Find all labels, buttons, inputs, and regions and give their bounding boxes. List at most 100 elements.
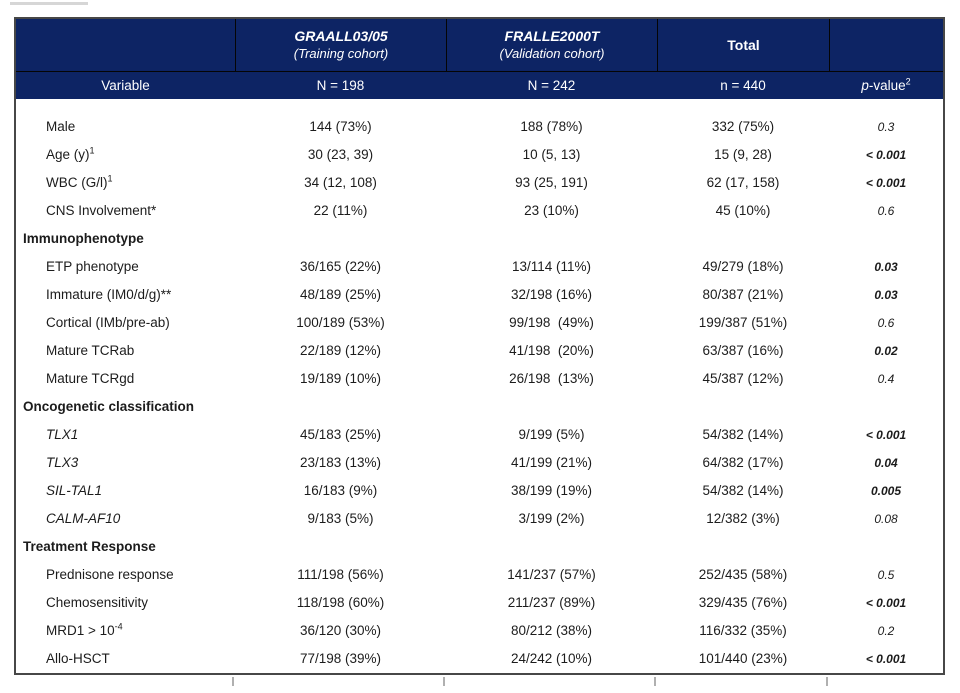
header-empty-cell-right	[829, 19, 943, 71]
p-value: 0.6	[877, 204, 895, 218]
variable-label: SIL-TAL1	[46, 483, 103, 498]
total-value: 45/387 (12%)	[702, 371, 784, 386]
training-value: 9/183 (5%)	[307, 511, 374, 526]
variable-column-label: Variable	[101, 78, 150, 93]
total-value: 12/382 (3%)	[706, 511, 780, 526]
header-n-row: Variable N = 198 N = 242 n = 440 p-value…	[16, 72, 943, 99]
validation-value: 41/199 (21%)	[510, 455, 593, 470]
variable-label: Mature TCRgd	[46, 371, 135, 386]
variable-label: Prednisone response	[46, 567, 174, 582]
p-value: < 0.001	[865, 148, 907, 162]
variable-label: TLX3	[46, 455, 79, 470]
variable-label: CNS Involvement*	[46, 203, 157, 218]
validation-n: N = 242	[527, 78, 576, 93]
total-value: 329/435 (76%)	[698, 595, 788, 610]
empty-cell	[657, 393, 829, 421]
pvalue-rest: -value	[868, 78, 906, 93]
table-row: Mature TCRgd 19/189 (10%) 26/198 (13%) 45/3…	[16, 365, 943, 393]
training-n: N = 198	[316, 78, 365, 93]
variable-label: ETP phenotype	[46, 259, 139, 274]
table-row: TLX1 45/183 (25%) 9/199 (5%) 54/382 (14%) < …	[16, 421, 943, 449]
total-value: 54/382 (14%)	[702, 427, 784, 442]
p-value: < 0.001	[865, 652, 907, 666]
training-value: 100/189 (53%)	[296, 315, 385, 330]
column-boundary-tick	[826, 677, 828, 686]
table-row: Prednisone response 111/198 (56%) 141/237 …	[16, 561, 943, 589]
p-value: 0.08	[874, 512, 898, 526]
validation-value: 80/212 (38%)	[510, 623, 593, 638]
validation-value: 26/198 (13%)	[509, 371, 594, 386]
pvalue-column-label: p-value2	[829, 76, 943, 93]
p-value: 0.4	[877, 372, 895, 386]
validation-value: 13/114 (11%)	[511, 259, 592, 274]
empty-cell	[657, 533, 829, 561]
total-value: 252/435 (58%)	[698, 567, 788, 582]
validation-value: 99/198 (49%)	[509, 315, 594, 330]
p-value: 0.5	[877, 568, 895, 582]
table-row: Age (y)1 30 (23, 39) 10 (5, 13) 15 (9, 28) <…	[16, 141, 943, 169]
variable-label: CALM-AF10	[46, 511, 121, 526]
validation-value: 211/237 (89%)	[507, 595, 596, 610]
total-value: 332 (75%)	[711, 119, 775, 134]
page-edge-artifact	[10, 2, 88, 5]
table-row: CALM-AF10 9/183 (5%) 3/199 (2%) 12/382 (3%)…	[16, 505, 943, 533]
variable-label: WBC (G/l)1	[46, 173, 113, 190]
label-superscript: 1	[89, 145, 95, 156]
total-value: 49/279 (18%)	[702, 259, 784, 274]
table-row: CNS Involvement* 22 (11%) 23 (10%) 45 (10%)…	[16, 197, 943, 225]
table-row: Cortical (IMb/pre-ab) 100/189 (53%) 99/198…	[16, 309, 943, 337]
validation-value: 10 (5, 13)	[522, 147, 581, 162]
header-validation-cohort: FRALLE2000T (Validation cohort)	[446, 19, 657, 71]
total-n: n = 440	[720, 78, 766, 93]
p-value: 0.6	[877, 316, 895, 330]
variable-label: Age (y)1	[46, 145, 95, 162]
section-header-row: Oncogenetic classification	[16, 393, 943, 421]
training-value: 118/198 (60%)	[296, 595, 385, 610]
empty-cell	[829, 225, 943, 253]
table-body: Male 144 (73%) 188 (78%) 332 (75%) 0.3 Age (y…	[16, 99, 943, 673]
label-superscript: -4	[114, 621, 123, 632]
table-row: ETP phenotype 36/165 (22%) 13/114 (11%) 49/…	[16, 253, 943, 281]
header-total: Total	[657, 19, 829, 71]
section-header-row: Treatment Response	[16, 533, 943, 561]
variable-label: Chemosensitivity	[46, 595, 149, 610]
empty-cell	[235, 393, 446, 421]
training-value: 36/165 (22%)	[299, 259, 382, 274]
total-value: 15 (9, 28)	[714, 147, 772, 162]
column-boundary-tick	[654, 677, 656, 686]
training-value: 77/198 (39%)	[299, 651, 382, 666]
empty-cell	[446, 533, 657, 561]
section-title: Immunophenotype	[23, 231, 144, 246]
training-value: 19/189 (10%)	[299, 371, 382, 386]
empty-cell	[829, 533, 943, 561]
empty-cell	[829, 393, 943, 421]
table-row: Allo-HSCT 77/198 (39%) 24/242 (10%) 101/440…	[16, 645, 943, 673]
variable-label: Allo-HSCT	[46, 651, 110, 666]
training-value: 45/183 (25%)	[299, 427, 382, 442]
validation-cohort-name: FRALLE2000T	[504, 28, 600, 44]
validation-value: 93 (25, 191)	[515, 175, 588, 190]
variable-label: MRD1 > 10-4	[46, 621, 123, 638]
table-row: Male 144 (73%) 188 (78%) 332 (75%) 0.3	[16, 113, 943, 141]
training-value: 16/183 (9%)	[303, 483, 378, 498]
training-value: 30 (23, 39)	[307, 147, 374, 162]
column-boundary-tick	[232, 677, 234, 686]
validation-value: 24/242 (10%)	[510, 651, 593, 666]
training-value: 48/189 (25%)	[299, 287, 382, 302]
variable-label: Male	[46, 119, 76, 134]
header-empty-cell	[16, 19, 235, 71]
column-boundary-tick	[443, 677, 445, 686]
training-value: 23/183 (13%)	[299, 455, 382, 470]
section-title: Oncogenetic classification	[23, 399, 195, 414]
pvalue-superscript: 2	[905, 76, 911, 87]
training-value: 111/198 (56%)	[297, 567, 384, 582]
label-superscript: 1	[107, 173, 113, 184]
total-value: 64/382 (17%)	[702, 455, 784, 470]
table-row: MRD1 > 10-4 36/120 (30%) 80/212 (38%) 116/3…	[16, 617, 943, 645]
p-value: 0.03	[874, 288, 898, 302]
validation-value: 41/198 (20%)	[509, 343, 594, 358]
p-value: 0.2	[877, 624, 895, 638]
p-value: 0.02	[874, 344, 898, 358]
total-value: 116/332 (35%)	[699, 623, 787, 638]
total-value: 45 (10%)	[715, 203, 771, 218]
